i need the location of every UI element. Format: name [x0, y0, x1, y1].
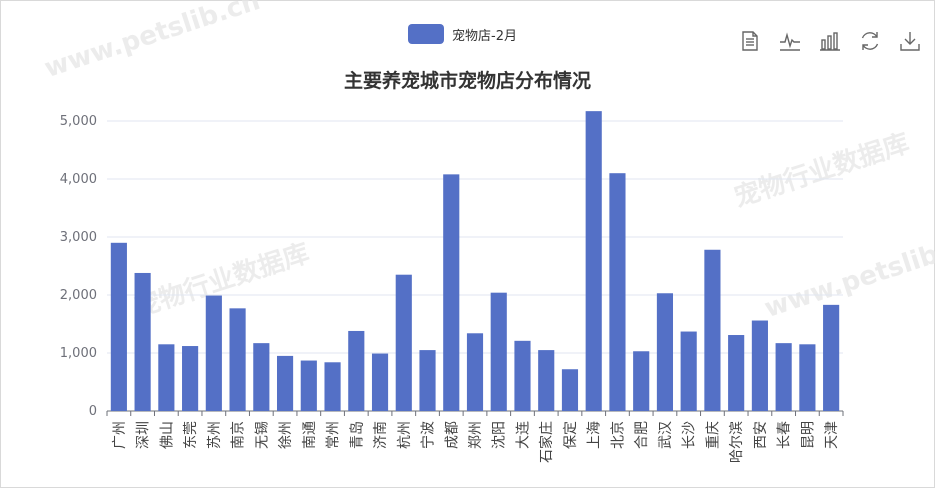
bar[interactable] [371, 353, 389, 411]
x-tick-label: 重庆 [705, 421, 721, 449]
x-tick-label: 西安 [753, 421, 769, 449]
x-tick-label: 常州 [326, 421, 342, 449]
bar[interactable] [633, 351, 650, 411]
bar[interactable] [585, 111, 602, 411]
y-tick-label: 4,000 [60, 172, 97, 187]
bar[interactable] [775, 343, 792, 411]
x-tick-label: 宁波 [420, 421, 437, 449]
bar[interactable] [110, 242, 127, 411]
x-tick-label: 广州 [112, 421, 128, 449]
y-tick-label: 5,000 [60, 114, 97, 129]
bar[interactable] [680, 331, 697, 411]
bar[interactable] [466, 333, 484, 411]
data-view-icon[interactable] [737, 28, 763, 54]
legend-item[interactable]: 宠物店-2月 [408, 24, 517, 44]
legend-label: 宠物店-2月 [452, 28, 517, 44]
y-tick-label: 0 [89, 404, 97, 419]
restore-icon[interactable] [857, 28, 883, 54]
bar[interactable] [490, 292, 507, 411]
x-tick-label: 成都 [444, 421, 460, 449]
y-tick-label: 2,000 [60, 288, 97, 303]
bar[interactable] [728, 335, 745, 411]
bar[interactable] [656, 293, 674, 411]
bar[interactable] [134, 272, 151, 411]
bar-chart-icon[interactable] [817, 28, 843, 54]
x-tick-label: 上海 [587, 421, 603, 449]
x-tick-label: 大连 [515, 421, 531, 449]
bar[interactable] [704, 249, 721, 411]
x-tick-label: 杭州 [397, 421, 413, 449]
x-tick-label: 南京 [231, 421, 247, 449]
toolbox [737, 28, 923, 54]
bar[interactable] [823, 304, 840, 411]
x-tick-label: 保定 [563, 421, 579, 449]
x-tick-label: 南通 [302, 421, 318, 449]
y-tick-label: 3,000 [60, 230, 97, 245]
x-tick-label: 郑州 [468, 421, 484, 449]
x-tick-label: 沈阳 [492, 421, 508, 449]
x-tick-label: 天津 [824, 421, 840, 449]
bar[interactable] [300, 360, 317, 411]
bar[interactable] [276, 355, 294, 411]
legend-swatch [408, 24, 444, 44]
bar[interactable] [348, 330, 365, 411]
y-tick-label: 1,000 [60, 346, 97, 361]
x-tick-label: 青岛 [349, 421, 365, 449]
bar[interactable] [419, 350, 436, 411]
bar[interactable] [561, 369, 579, 411]
download-icon[interactable] [897, 28, 923, 54]
bar[interactable] [799, 344, 816, 411]
x-tick-label: 济南 [373, 421, 389, 449]
x-tick-label: 北京 [610, 421, 626, 449]
bar[interactable] [158, 344, 175, 411]
bar[interactable] [253, 343, 270, 411]
x-tick-label: 哈尔滨 [729, 421, 745, 463]
bar[interactable] [324, 362, 341, 411]
bar[interactable] [609, 173, 626, 411]
x-tick-label: 无锡 [254, 421, 270, 449]
x-tick-label: 合肥 [634, 421, 650, 449]
x-tick-label: 昆明 [800, 421, 816, 449]
line-chart-icon[interactable] [777, 28, 803, 54]
bar[interactable] [443, 174, 460, 411]
x-tick-label: 佛山 [159, 421, 175, 449]
x-tick-label: 武汉 [658, 421, 674, 449]
chart-title: 主要养宠城市宠物店分布情况 [343, 70, 591, 92]
x-tick-label: 长沙 [682, 421, 698, 449]
bar[interactable] [538, 350, 555, 411]
x-tick-label: 东莞 [183, 421, 199, 449]
x-tick-label: 长春 [777, 421, 793, 449]
bar[interactable] [182, 346, 199, 411]
bar[interactable] [205, 295, 222, 411]
x-tick-label: 石家庄 [538, 421, 555, 463]
x-tick-label: 徐州 [278, 421, 294, 449]
bar[interactable] [514, 340, 531, 411]
x-tick-label: 苏州 [207, 421, 223, 449]
x-tick-label: 深圳 [136, 421, 152, 449]
bar[interactable] [229, 308, 246, 411]
bar[interactable] [751, 320, 768, 411]
bar[interactable] [395, 274, 412, 411]
